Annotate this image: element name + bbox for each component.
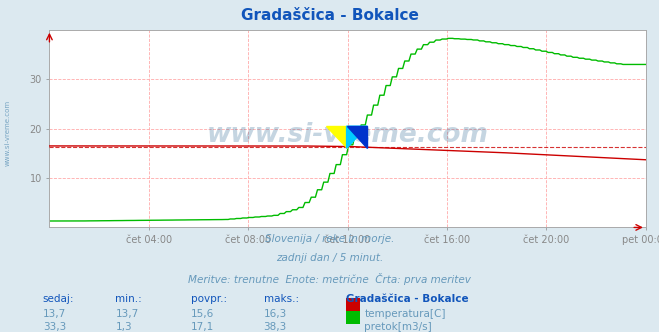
Text: Slovenija / reke in morje.: Slovenija / reke in morje. (265, 234, 394, 244)
Text: www.si-vreme.com: www.si-vreme.com (5, 100, 11, 166)
Polygon shape (347, 126, 367, 148)
Text: 15,6: 15,6 (191, 309, 214, 319)
Text: temperatura[C]: temperatura[C] (364, 309, 446, 319)
Text: 16,3: 16,3 (264, 309, 287, 319)
Text: 33,3: 33,3 (43, 322, 66, 332)
Text: pretok[m3/s]: pretok[m3/s] (364, 322, 432, 332)
Text: min.:: min.: (115, 294, 142, 304)
Text: Meritve: trenutne  Enote: metrične  Črta: prva meritev: Meritve: trenutne Enote: metrične Črta: … (188, 273, 471, 285)
Text: 17,1: 17,1 (191, 322, 214, 332)
Text: www.si-vreme.com: www.si-vreme.com (207, 122, 488, 148)
Text: 13,7: 13,7 (115, 309, 138, 319)
Text: 38,3: 38,3 (264, 322, 287, 332)
Polygon shape (326, 126, 347, 148)
Polygon shape (347, 126, 367, 148)
Text: sedaj:: sedaj: (43, 294, 74, 304)
Text: Gradaščica - Bokalce: Gradaščica - Bokalce (346, 294, 469, 304)
Text: povpr.:: povpr.: (191, 294, 227, 304)
Text: Gradaščica - Bokalce: Gradaščica - Bokalce (241, 8, 418, 23)
Text: maks.:: maks.: (264, 294, 299, 304)
Text: 13,7: 13,7 (43, 309, 66, 319)
Text: 1,3: 1,3 (115, 322, 132, 332)
Text: zadnji dan / 5 minut.: zadnji dan / 5 minut. (276, 253, 383, 263)
